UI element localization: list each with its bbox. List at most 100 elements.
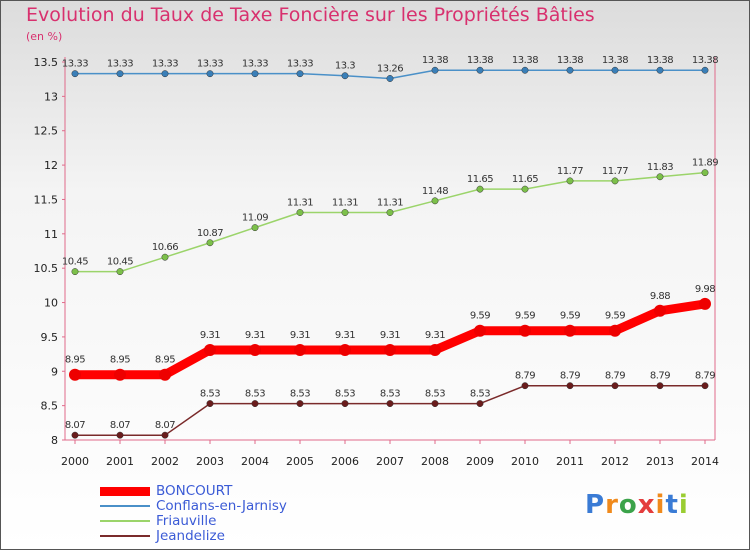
data-point	[566, 382, 574, 390]
data-label: 13.26	[377, 63, 403, 74]
data-point	[476, 185, 484, 193]
data-label: 13.38	[557, 55, 583, 66]
data-point	[429, 343, 441, 356]
legend-swatch	[100, 487, 150, 496]
data-label: 8.95	[155, 355, 175, 366]
data-point	[296, 209, 304, 216]
data-label: 13.33	[242, 59, 268, 70]
data-point	[384, 343, 396, 356]
data-point	[611, 177, 619, 185]
data-label: 8.79	[560, 371, 580, 382]
data-point	[249, 343, 261, 356]
x-tick-label: 2009	[466, 455, 494, 468]
y-tick-label: 13.5	[34, 56, 59, 69]
data-label: 9.59	[605, 311, 625, 322]
data-point	[701, 169, 709, 177]
legend-label: Friauville	[156, 513, 217, 529]
data-point	[566, 177, 574, 185]
data-label: 10.45	[62, 257, 88, 268]
data-label: 9.31	[380, 330, 400, 341]
data-point	[161, 431, 169, 439]
data-point	[611, 66, 619, 74]
y-tick-label: 11.5	[34, 193, 59, 206]
data-point	[699, 297, 711, 310]
legend-swatch	[100, 535, 150, 537]
legend-item: Friauville	[100, 513, 400, 529]
data-label: 11.65	[512, 174, 538, 185]
data-label: 8.79	[515, 371, 535, 382]
logo-letter: t	[665, 490, 679, 520]
data-label: 8.53	[290, 389, 310, 400]
y-tick-label: 12.5	[34, 125, 59, 138]
legend-item: BONCOURT	[100, 483, 400, 499]
logo-letter: i	[678, 490, 689, 520]
data-label: 9.31	[335, 330, 355, 341]
data-label: 13.38	[647, 55, 673, 66]
data-point	[431, 197, 439, 205]
data-point	[656, 66, 664, 74]
data-label: 8.07	[65, 420, 85, 431]
data-label: 11.31	[377, 198, 403, 209]
data-label: 8.79	[605, 371, 625, 382]
y-tick-label: 8	[51, 434, 58, 447]
data-point	[701, 66, 709, 74]
data-label: 13.38	[467, 55, 493, 66]
data-point	[71, 70, 79, 78]
data-label: 11.09	[242, 213, 268, 224]
legend-label: BONCOURT	[156, 483, 233, 499]
data-point	[656, 173, 664, 181]
data-point	[386, 75, 394, 82]
data-point	[206, 70, 214, 78]
data-label: 9.31	[200, 330, 220, 341]
legend-label: Jeandelize	[156, 528, 225, 544]
data-point	[341, 209, 349, 216]
x-tick-label: 2013	[646, 455, 674, 468]
data-point	[161, 253, 169, 261]
series-line-friauville	[75, 171, 706, 273]
data-point	[521, 66, 529, 74]
data-label: 9.59	[470, 311, 490, 322]
data-label: 11.77	[602, 166, 628, 177]
x-tick-label: 2012	[601, 455, 629, 468]
data-label: 8.07	[155, 420, 175, 431]
data-label: 13.38	[512, 55, 538, 66]
data-label: 8.53	[335, 389, 355, 400]
data-point	[611, 382, 619, 390]
data-label: 9.31	[245, 330, 265, 341]
data-label: 13.33	[287, 59, 313, 70]
data-label: 13.33	[197, 59, 223, 70]
x-tick-label: 2001	[106, 455, 134, 468]
chart-title: Evolution du Taux de Taxe Foncière sur l…	[26, 4, 595, 26]
data-label: 13.38	[602, 55, 628, 66]
legend-swatch	[100, 520, 150, 522]
data-point	[654, 304, 666, 317]
data-point	[71, 431, 79, 439]
y-tick-label: 9.5	[41, 331, 59, 344]
x-tick-label: 2006	[331, 455, 359, 468]
data-label: 13.33	[152, 59, 178, 70]
data-label: 8.53	[245, 389, 265, 400]
data-label: 9.88	[650, 291, 670, 302]
data-label: 13.3	[335, 61, 355, 72]
data-point	[251, 224, 259, 232]
x-tick-label: 2014	[691, 455, 719, 468]
logo-letter: r	[605, 490, 619, 520]
data-point	[701, 382, 709, 390]
data-label: 13.38	[692, 55, 718, 66]
data-label: 8.53	[425, 389, 445, 400]
data-point	[161, 70, 169, 78]
y-tick-label: 11	[44, 228, 58, 241]
x-tick-label: 2002	[151, 455, 179, 468]
legend: BONCOURT Conflans-en-Jarnisy Friauville Jea…	[100, 483, 400, 544]
logo-letter: x	[637, 490, 656, 520]
y-tick-label: 12	[44, 159, 58, 172]
series-layer	[69, 66, 711, 439]
data-label: 8.53	[470, 389, 490, 400]
axes: 8 8.5 9 9.5 10 10.5 11 11.5 12 12.5 13 13.5 2000 2001…	[34, 56, 720, 468]
logo-letter: i	[655, 490, 666, 520]
data-label: 11.48	[422, 186, 448, 197]
data-point	[204, 343, 216, 356]
x-tick-label: 2005	[286, 455, 314, 468]
